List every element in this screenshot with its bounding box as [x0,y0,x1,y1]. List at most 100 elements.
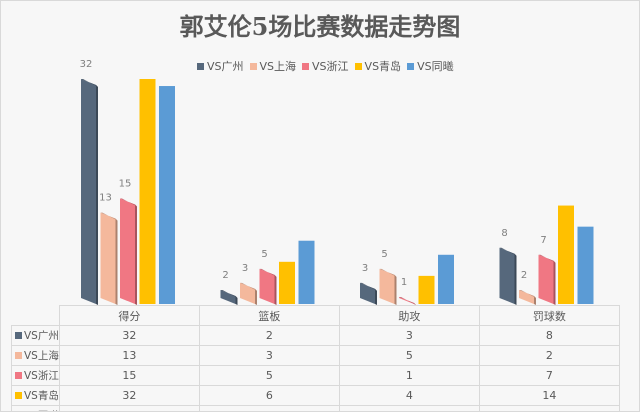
legend-item: VS广州 [197,58,244,74]
table-row-label: VS广州 [11,325,60,346]
bar-face [159,86,175,304]
bar-face [538,254,554,304]
table-cell: 6 [198,385,340,406]
table-row: VS浙江 15 5 1 7 [11,365,620,386]
table-cell: 4 [338,385,480,406]
table-row-label: VS上海 [11,345,60,366]
legend-label: VS同曦 [417,60,454,73]
series-name: VS同曦 [24,410,59,411]
table-cell: 11 [478,405,620,411]
bar-side [375,288,377,305]
bar-side [394,274,397,305]
bar [360,282,377,305]
bar-face [120,198,135,304]
bar [139,79,156,304]
chart-title: 郭艾伦5场比赛数据走势图 [179,12,461,41]
bar-face [81,79,96,304]
legend-swatch [407,62,415,70]
bar [499,247,517,305]
legend-label: VS上海 [259,60,297,73]
bar-side [553,260,556,305]
bar-side [235,295,238,305]
data-label: 13 [99,193,112,204]
legend-label: VS广州 [207,60,244,73]
legend-swatch [354,62,362,70]
bar-side [274,274,277,305]
bar-face [418,275,435,304]
bar [81,79,98,305]
table-cell: 2 [198,325,340,346]
bar-side [96,85,98,305]
data-table: 得分 篮板 助攻 罚球数 VS广州 32 2 3 8 VS上海 13 3 5 2 VS浙江 15 5 1 7 VS青岛… [11,305,620,411]
bar-face [279,261,295,304]
bar-face [100,212,116,304]
bar-face [577,226,594,304]
table-cell: 5 [338,345,480,366]
data-label: 3 [362,263,368,274]
table-cell: 32 [58,385,200,406]
table-row: VS上海 13 3 5 2 [11,345,620,366]
table-header-cell: 得分 [58,305,200,326]
table-cell: 2 [478,345,620,366]
series-name: VS上海 [24,350,59,362]
table-cell: 7 [338,405,480,411]
table-row: VS同曦319711 [11,405,620,411]
table-cell: 9 [198,405,340,411]
table-cell: 32 [58,325,200,346]
bar [399,296,416,305]
legend-key-swatch [15,372,22,379]
legend-label: VS青岛 [364,60,402,73]
data-label: 7 [540,235,546,246]
bar-face [259,268,275,304]
bar-side [534,295,536,305]
bar [279,261,295,304]
bar [558,205,574,304]
table-header-cell: 篮板 [198,305,340,326]
bar-face [379,268,395,304]
bar-face [558,205,574,304]
bar [259,268,277,305]
bar-face [438,254,454,304]
bar [418,275,435,304]
bar [159,86,175,304]
table-row: VS广州 32 2 3 8 [11,325,620,346]
bar [379,268,397,305]
data-label: 32 [80,59,93,70]
table-cell: 14 [478,385,620,406]
data-label: 8 [501,228,507,239]
bar-side [514,253,517,305]
bar-face [519,289,534,304]
table-cell: 8 [478,325,620,346]
bar-side [115,218,118,305]
bar-side [255,288,257,305]
table-row-label: VS青岛 [11,385,60,406]
table-cell: 7 [478,365,620,386]
bar [100,212,118,305]
legend-swatch [302,62,310,70]
bar [240,282,257,305]
bar-face [499,247,515,304]
data-label: 15 [119,179,132,190]
bar-face [399,296,414,304]
legend-swatch [249,62,257,70]
table-header-cell: 罚球数 [478,305,620,326]
legend-key-swatch [15,332,22,339]
table-corner [11,305,60,326]
data-label: 2 [222,270,228,281]
legend: VS广州 VS上海 VS浙江 VS青岛 VS同曦 [197,58,454,74]
bar [120,198,137,305]
legend-item: VS青岛 [354,58,402,74]
bar [538,254,556,305]
table-cell: 13 [58,345,200,366]
data-label: 3 [242,263,248,274]
table-cell: 31 [58,405,200,411]
bar-face [139,79,156,304]
table-cell: 3 [338,325,480,346]
bar [438,254,454,304]
bar-face [240,282,255,304]
table-row-label: VS浙江 [11,365,60,386]
bar [519,289,536,305]
data-label: 1 [401,277,407,288]
